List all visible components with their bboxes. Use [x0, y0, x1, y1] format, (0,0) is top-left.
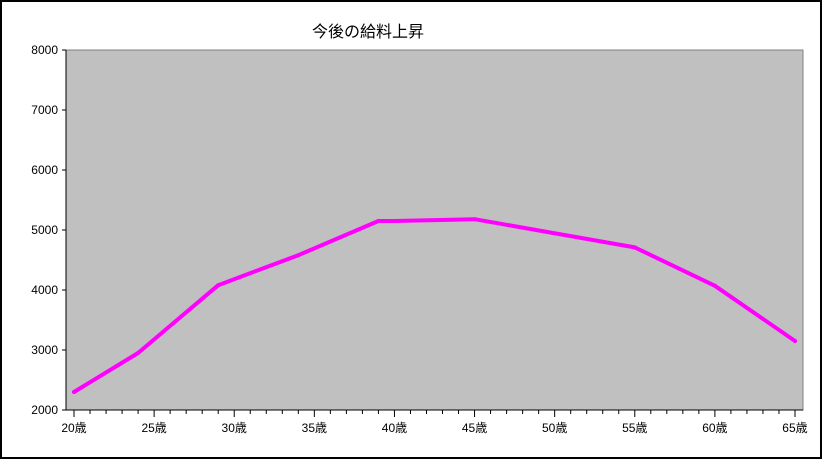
- chart-title: 今後の給料上昇: [312, 22, 424, 41]
- y-tick-label: 8000: [31, 43, 58, 57]
- salary-line-series: [72, 217, 797, 394]
- data-point: [376, 219, 381, 223]
- x-tick-label: 65歳: [782, 421, 807, 435]
- x-tick-label: 20歳: [61, 421, 86, 435]
- x-tick-label: 55歳: [622, 421, 647, 435]
- x-tick-label: 45歳: [462, 421, 487, 435]
- data-point: [296, 253, 301, 258]
- data-point: [72, 390, 77, 394]
- y-tick-label: 7000: [31, 103, 58, 117]
- x-tick-label: 60歳: [702, 421, 727, 435]
- data-point: [392, 219, 397, 223]
- y-tick-label: 5000: [31, 223, 58, 237]
- data-point: [216, 283, 221, 288]
- y-tick-label: 6000: [31, 163, 58, 177]
- data-point: [472, 217, 477, 222]
- y-tick-label: 3000: [31, 343, 58, 357]
- series-layer: [72, 217, 797, 394]
- data-point: [712, 283, 717, 288]
- x-tick-label: 50歳: [542, 421, 567, 435]
- y-tick-label: 2000: [31, 403, 58, 417]
- x-tick-label: 40歳: [382, 421, 407, 435]
- y-tick-label: 4000: [31, 283, 58, 297]
- x-tick-label: 30歳: [222, 421, 247, 435]
- x-tick-label: 25歳: [141, 421, 166, 435]
- axes: 2000 3000 4000 5000 6000 7000 8000 20歳 25歳 30歳 35歳…: [31, 43, 807, 435]
- data-point: [792, 339, 797, 343]
- plot-area: [65, 49, 804, 411]
- data-point: [632, 245, 637, 250]
- x-tick-label: 35歳: [302, 421, 327, 435]
- data-point: [136, 351, 141, 355]
